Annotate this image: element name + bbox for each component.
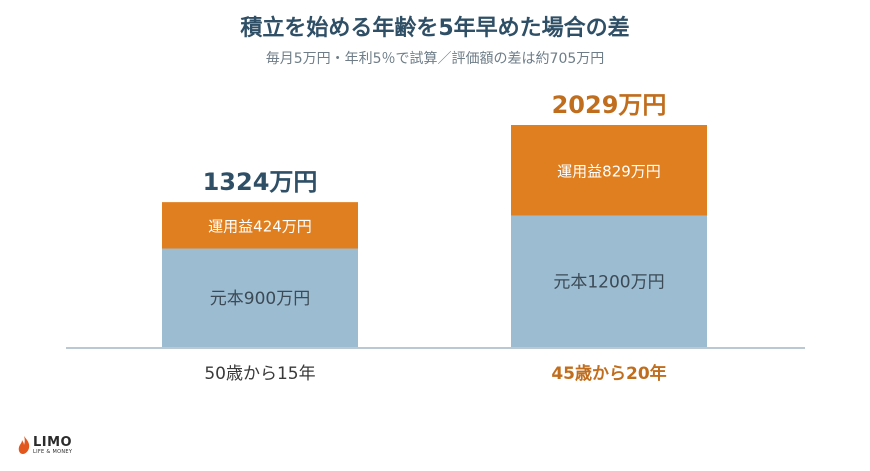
logo-flame-icon — [18, 436, 30, 454]
chart-title: 積立を始める年齢を5年早めた場合の差 — [240, 16, 630, 41]
logo-text: LIMO — [33, 435, 73, 450]
bar-principal-1 — [511, 215, 707, 347]
bar-label-principal-0: 元本900万円 — [210, 289, 310, 309]
limo-logo: LIMO LIFE & MONEY — [18, 436, 72, 455]
total-label-1: 2029万円 — [552, 91, 667, 119]
bar-label-principal-1: 元本1200万円 — [553, 272, 664, 292]
bar-principal-0 — [162, 248, 358, 347]
chart-subtitle: 毎月5万円・年利5％で試算／評価額の差は約705万円 — [265, 51, 605, 67]
bar-gain-1 — [511, 125, 707, 216]
bar-gain-0 — [162, 202, 358, 249]
total-label-0: 1324万円 — [203, 168, 318, 196]
bar-label-gain-0: 運用益424万円 — [208, 217, 312, 235]
logo-subtext: LIFE & MONEY — [33, 449, 73, 455]
category-label-0: 50歳から15年 — [204, 364, 315, 384]
bar-label-gain-1: 運用益829万円 — [557, 162, 661, 180]
category-label-1: 45歳から20年 — [551, 363, 666, 384]
